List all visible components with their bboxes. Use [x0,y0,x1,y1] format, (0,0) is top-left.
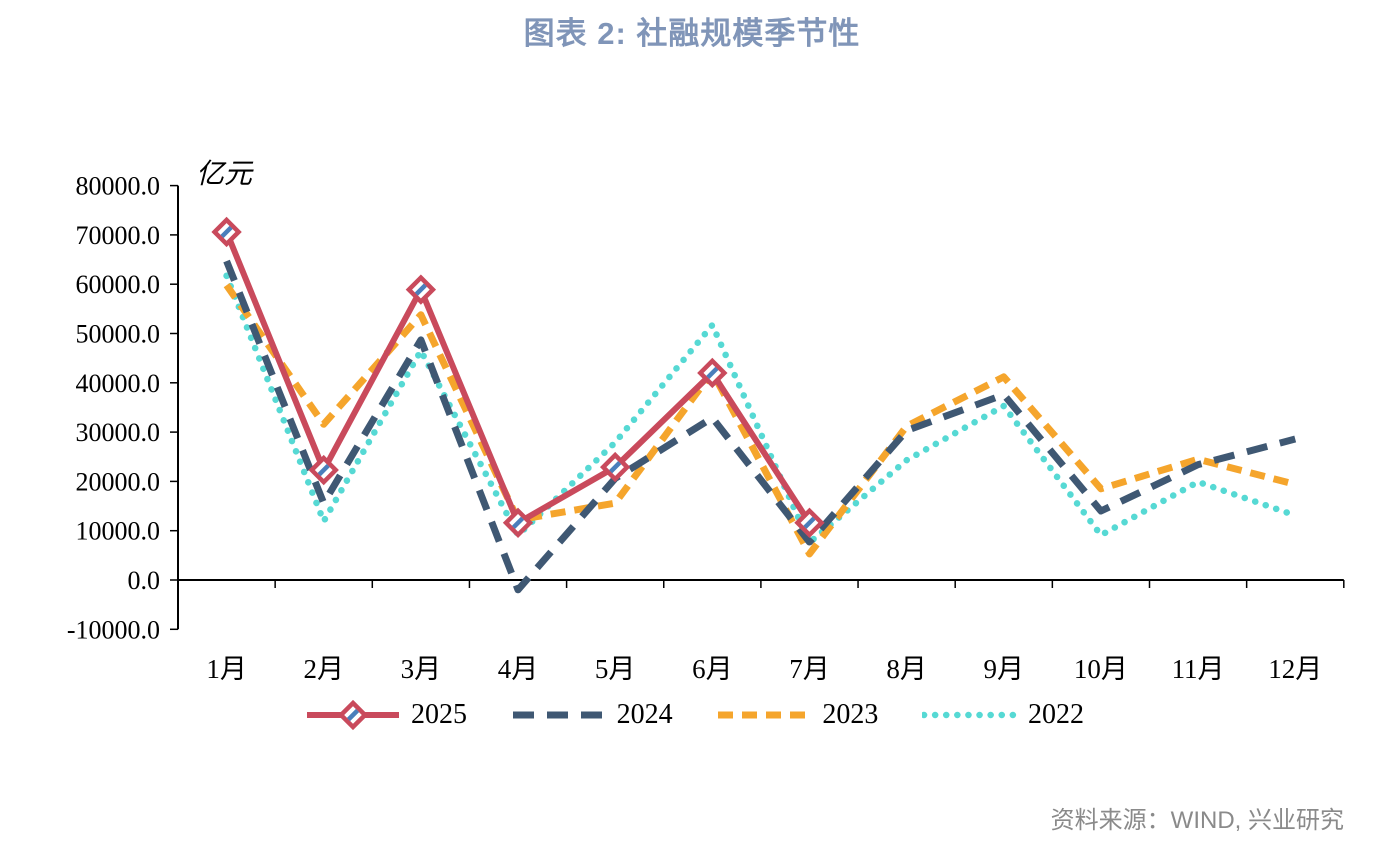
legend-item-2022: 2022 [921,698,1084,732]
x-axis-month-label: 1月 [206,654,247,684]
series-2022 [223,272,1299,546]
series-line-2024 [223,259,1297,594]
x-axis-month-label: 2月 [303,654,344,684]
legend-item-2025: 2025 [305,698,467,732]
legend-swatch-2024 [512,711,605,719]
x-axis-month-label: 4月 [498,654,539,684]
y-axis-tick-label: 60000.0 [76,270,161,299]
chart-title: 图表 2: 社融规模季节性 [523,16,861,51]
x-axis-month-label: 5月 [595,654,636,684]
y-axis-tick-label: -10000.0 [67,615,160,644]
x-axis-month-label: 7月 [789,654,830,684]
legend-label-2025: 2025 [411,699,467,730]
diamond-stripe-2025 [414,283,427,296]
y-axis-unit-label: 亿元 [196,159,253,190]
series-2024 [223,259,1297,594]
legend-item-2023: 2023 [716,698,878,732]
x-axis-month-label: 9月 [984,654,1025,684]
y-axis-tick-label: 50000.0 [76,320,161,349]
diamond-stripe-2025 [511,516,525,529]
y-axis-tick-label: 20000.0 [76,467,161,496]
x-axis-month-label: 12月 [1268,654,1322,684]
diamond-stripe-2025 [317,463,330,477]
x-axis-month-label: 6月 [692,654,733,684]
legend-swatch-2022 [921,711,1018,719]
y-axis-tick-label: 70000.0 [76,221,161,250]
legend-swatch-2023 [718,711,811,719]
x-axis-month-label: 3月 [401,654,442,684]
diamond-stripe-2025 [609,461,622,474]
x-axis-month-label: 8月 [886,654,927,684]
diamond-stripe-2025 [803,516,816,529]
series-2025 [211,216,825,538]
series-line-2023 [223,283,1297,558]
legend-item-2024: 2024 [511,698,673,732]
chart-legend: 2025 2024 2023 2022 [305,698,1084,732]
series-line-2022 [223,272,1299,546]
y-axis-tick-label: 80000.0 [76,172,161,201]
x-axis-month-label: 11月 [1172,654,1225,684]
y-axis-tick-label: 30000.0 [76,418,161,447]
diamond-stripe-2025 [706,366,719,380]
y-axis-tick-label: 10000.0 [76,517,161,546]
series-2023 [223,283,1297,558]
legend-label-2023: 2023 [822,699,879,730]
diamond-stripe-2025 [220,225,233,239]
legend-label-2024: 2024 [616,699,673,730]
x-axis-month-label: 10月 [1074,654,1128,684]
y-axis-tick-label: 0.0 [128,566,161,595]
diamond-stripe-2025 [346,708,360,722]
legend-label-2022: 2022 [1027,699,1084,730]
legend-swatch-2025 [307,699,399,731]
source-note: 资料来源：WIND, 兴业研究 [1050,807,1344,834]
y-axis-tick-label: 40000.0 [76,369,161,398]
